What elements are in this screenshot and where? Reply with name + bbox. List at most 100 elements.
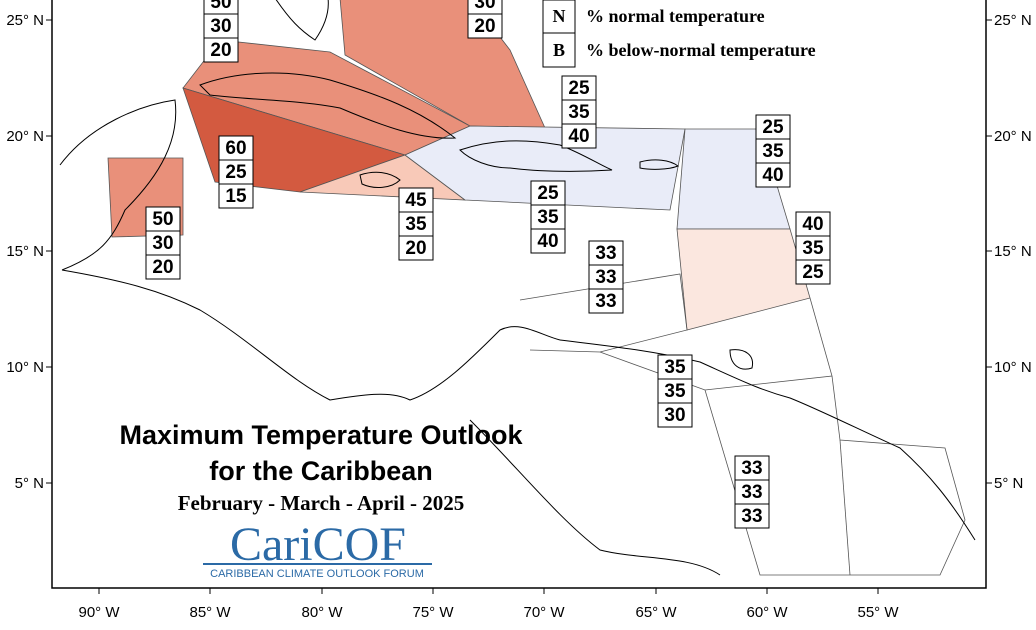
forecast-cell-box xyxy=(218,159,254,185)
colombia-interior xyxy=(469,419,721,576)
cuba-island xyxy=(199,72,457,139)
forecast-cell-value: 50 xyxy=(210,0,231,13)
forecast-cell-value: 33 xyxy=(741,458,762,479)
forecast-cell-value: 20 xyxy=(405,238,426,259)
yucatan-coast xyxy=(59,99,177,271)
forecast-cell-value: 15 xyxy=(225,186,247,207)
forecast-cell-value: 35 xyxy=(405,214,427,235)
tick-marks xyxy=(46,19,992,594)
lon-label-90: 90° W xyxy=(78,604,120,621)
forecast-box-belize: 50 30 20 xyxy=(145,206,181,280)
forecast-box-cuba: 60 25 15 xyxy=(218,135,254,209)
map-subtitle: February - March - April - 2025 xyxy=(178,491,465,515)
forecast-cell-box xyxy=(795,211,831,237)
forecast-cell-box xyxy=(734,455,770,481)
forecast-cell-value: 35 xyxy=(802,238,824,259)
forecast-cell-value: 33 xyxy=(741,506,762,527)
forecast-cell-value: 20 xyxy=(474,16,495,37)
central-america-coast xyxy=(61,269,561,401)
caricof-logo: CariCOF CARIBBEAN CLIMATE OUTLOOK FORUM xyxy=(203,518,432,580)
forecast-box-guianas: 33 33 33 xyxy=(734,455,770,529)
zone-southern-border xyxy=(599,297,833,391)
lat-label-25-right: 25° N xyxy=(994,12,1032,29)
logo-tagline: CARIBBEAN CLIMATE OUTLOOK FORUM xyxy=(210,568,424,580)
lat-label-20-right: 20° N xyxy=(994,128,1032,145)
forecast-cell-box xyxy=(218,183,254,209)
forecast-cell-value: 25 xyxy=(762,117,784,138)
zone-hispaniola xyxy=(404,125,686,211)
forecast-cell-box xyxy=(530,228,566,254)
legend: N % normal temperature B % below-normal … xyxy=(542,0,816,68)
forecast-cell-value: 35 xyxy=(762,141,784,162)
forecast-cell-box xyxy=(530,180,566,206)
legend-label-normal: % normal temperature xyxy=(586,6,765,26)
lon-label-85: 85° W xyxy=(189,604,231,621)
forecast-cell-value: 30 xyxy=(474,0,495,13)
trinidad-island xyxy=(729,349,754,370)
forecast-cell-box xyxy=(734,503,770,529)
map-title-line1: Maximum Temperature Outlook xyxy=(119,420,523,450)
lat-label-5-right: 5° N xyxy=(994,475,1023,492)
forecast-cell-value: 50 xyxy=(152,209,173,230)
forecast-cell-value: 35 xyxy=(537,207,559,228)
forecast-cell-box xyxy=(203,13,239,39)
forecast-box-puerto-rico: 25 35 40 xyxy=(561,75,597,149)
lat-label-15-left: 15° N xyxy=(6,243,44,260)
south-america-coast xyxy=(559,339,976,541)
forecast-cell-value: 20 xyxy=(152,257,173,278)
forecast-cell-box xyxy=(795,235,831,261)
forecast-cell-value: 33 xyxy=(595,267,616,288)
lon-label-80: 80° W xyxy=(301,604,343,621)
forecast-cell-box xyxy=(561,123,597,149)
forecast-cell-box xyxy=(588,264,624,290)
lat-label-25-left: 25° N xyxy=(6,12,44,29)
forecast-cell-box xyxy=(145,254,181,280)
lat-label-15-right: 15° N xyxy=(994,243,1032,260)
forecast-cell-box xyxy=(203,37,239,63)
logo-underline xyxy=(203,563,432,565)
legend-key-n: N xyxy=(553,6,566,26)
zone-guianas-divider xyxy=(839,439,851,576)
forecast-box-windward-islands: 40 35 25 xyxy=(795,211,831,285)
forecast-cell-value: 20 xyxy=(210,40,231,61)
forecast-cell-box xyxy=(398,235,434,261)
lat-label-10-left: 10° N xyxy=(6,359,44,376)
forecast-boxes: 5030203020602515503020453520253540253540… xyxy=(145,0,831,529)
forecast-cell-value: 40 xyxy=(568,126,589,147)
forecast-cell-value: 45 xyxy=(405,190,427,211)
legend-key-b: B xyxy=(553,40,565,60)
forecast-cell-value: 33 xyxy=(595,243,616,264)
lon-label-55: 55° W xyxy=(857,604,899,621)
forecast-cell-box xyxy=(145,206,181,232)
forecast-box-leeward-islands: 25 35 40 xyxy=(755,114,791,188)
forecast-cell-box xyxy=(561,75,597,101)
map-frame xyxy=(51,0,987,589)
lon-label-70: 70° W xyxy=(523,604,565,621)
legend-key-n-box xyxy=(542,0,576,34)
forecast-cell-value: 40 xyxy=(537,231,558,252)
forecast-cell-value: 35 xyxy=(664,357,686,378)
legend-label-below: % below-normal temperature xyxy=(586,40,816,60)
logo-wordmark: CariCOF xyxy=(230,518,406,571)
forecast-zones xyxy=(107,0,966,576)
forecast-cell-value: 25 xyxy=(537,183,559,204)
forecast-cell-value: 60 xyxy=(225,138,246,159)
forecast-cell-box xyxy=(588,288,624,314)
forecast-cell-value: 25 xyxy=(568,78,590,99)
hispaniola-island xyxy=(459,140,613,172)
lon-label-75: 75° W xyxy=(412,604,454,621)
forecast-cell-value: 35 xyxy=(664,381,686,402)
forecast-cell-value: 25 xyxy=(225,162,247,183)
forecast-box-caribbean-sea: 33 33 33 xyxy=(588,240,624,314)
forecast-cell-value: 25 xyxy=(802,262,824,283)
puerto-rico-island xyxy=(639,159,680,170)
lon-label-60: 60° W xyxy=(746,604,788,621)
florida-coast xyxy=(275,0,329,41)
forecast-cell-value: 30 xyxy=(210,16,231,37)
forecast-cell-value: 35 xyxy=(568,102,590,123)
forecast-cell-value: 40 xyxy=(762,165,783,186)
forecast-cell-box xyxy=(734,479,770,505)
lat-label-5-left: 5° N xyxy=(15,475,44,492)
